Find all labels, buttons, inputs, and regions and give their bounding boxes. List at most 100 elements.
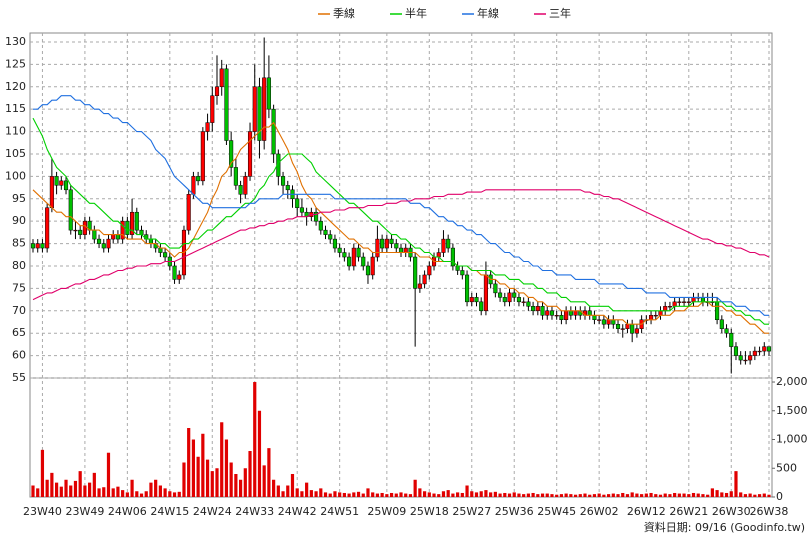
volume-bar (135, 491, 139, 497)
volume-bar (385, 494, 389, 497)
candle-body (531, 306, 536, 312)
volume-bar (201, 433, 205, 497)
candle-body (389, 238, 394, 244)
candle-body (493, 283, 498, 294)
volume-bar (578, 494, 582, 497)
candle-body (158, 247, 163, 253)
volume-bar (404, 493, 408, 497)
candle-body (417, 283, 422, 289)
candle-body (271, 108, 276, 155)
volume-bar (611, 493, 615, 497)
volume-bar (191, 439, 196, 497)
candle-body (568, 310, 573, 316)
candle-body (573, 310, 578, 316)
candle-body (413, 256, 418, 289)
volume-bar (465, 485, 469, 497)
y2-tick-label: 1,500 (776, 404, 808, 417)
candle-body (516, 297, 521, 303)
candle-body (625, 323, 630, 329)
y2-tick-label: 0 (776, 490, 783, 503)
volume-bar (673, 492, 677, 497)
candle-body (299, 207, 304, 213)
volume-bar (121, 490, 125, 497)
volume-bar (40, 449, 45, 497)
candle-body (342, 252, 347, 258)
candle-body (63, 180, 69, 191)
y-tick-label: 80 (12, 259, 26, 272)
candle-body (186, 194, 191, 231)
volume-bar (172, 492, 177, 497)
volume-bar (45, 479, 49, 497)
y-tick-label: 55 (12, 371, 26, 384)
candle-body (465, 274, 470, 303)
legend-label: 年線 (477, 6, 499, 20)
candle-body (205, 122, 210, 132)
y-tick-label: 125 (5, 57, 26, 70)
volume-bar (196, 456, 200, 497)
candle-body (337, 247, 342, 253)
candle-body (469, 297, 474, 303)
volume-bar (625, 494, 630, 497)
volume-bar (630, 492, 634, 497)
legend-label: 半年 (405, 6, 427, 20)
candle-body (700, 297, 705, 303)
candle-body (620, 328, 625, 330)
volume-bar (399, 492, 403, 497)
candle-body (163, 252, 168, 258)
candle-body (219, 68, 224, 88)
volume-bar (762, 493, 766, 497)
x-tick-label: 26W30 (712, 505, 751, 518)
candle-body (257, 86, 262, 141)
candle-body (535, 306, 540, 312)
y-tick-label: 105 (5, 147, 26, 160)
volume-bar (130, 479, 134, 497)
y-tick-label: 110 (5, 125, 26, 138)
volume-bar (243, 468, 247, 497)
x-tick-label: 26W12 (627, 505, 666, 518)
volume-bar (314, 491, 318, 497)
volume-bar (182, 462, 186, 497)
candle-body (139, 229, 144, 235)
volume-bar (753, 494, 757, 497)
volume-bar (734, 471, 738, 497)
candle-body (191, 176, 196, 195)
volume-bar (602, 494, 606, 497)
volume-bar (257, 410, 262, 497)
y2-tick-label: 2,000 (776, 375, 808, 388)
candle-body (757, 350, 762, 353)
candle-body (49, 176, 54, 208)
y-tick-label: 65 (12, 326, 26, 339)
candle-body (597, 319, 602, 321)
volume-bar (220, 422, 224, 497)
volume-bar (460, 492, 464, 497)
candle-body (380, 238, 385, 249)
y-tick-label: 60 (12, 349, 26, 362)
volume-bar (710, 488, 714, 497)
candle-body (564, 310, 569, 321)
volume-bar (701, 494, 705, 497)
volume-bar (309, 490, 313, 497)
volume-bar (644, 493, 648, 497)
volume-bar (389, 492, 394, 497)
candle-body (677, 301, 682, 303)
volume-bar (234, 474, 238, 497)
candle-body (403, 247, 408, 253)
candle-body (172, 265, 177, 280)
candle-body (398, 247, 404, 253)
volume-bar (507, 493, 512, 497)
y-tick-label: 85 (12, 237, 26, 250)
volume-bar (356, 491, 361, 497)
volume-bar (106, 452, 111, 497)
legend-label: 季線 (333, 6, 355, 20)
candle-body (587, 310, 592, 316)
candle-body (460, 270, 465, 276)
volume-bar (88, 482, 92, 497)
candle-body (630, 323, 635, 334)
candle-body (68, 189, 73, 231)
volume-bar (588, 494, 592, 497)
candle-body (427, 265, 432, 276)
candle-body (422, 274, 427, 285)
volume-bar (564, 493, 568, 497)
volume-bar (720, 492, 724, 497)
volume-bar (531, 492, 535, 497)
